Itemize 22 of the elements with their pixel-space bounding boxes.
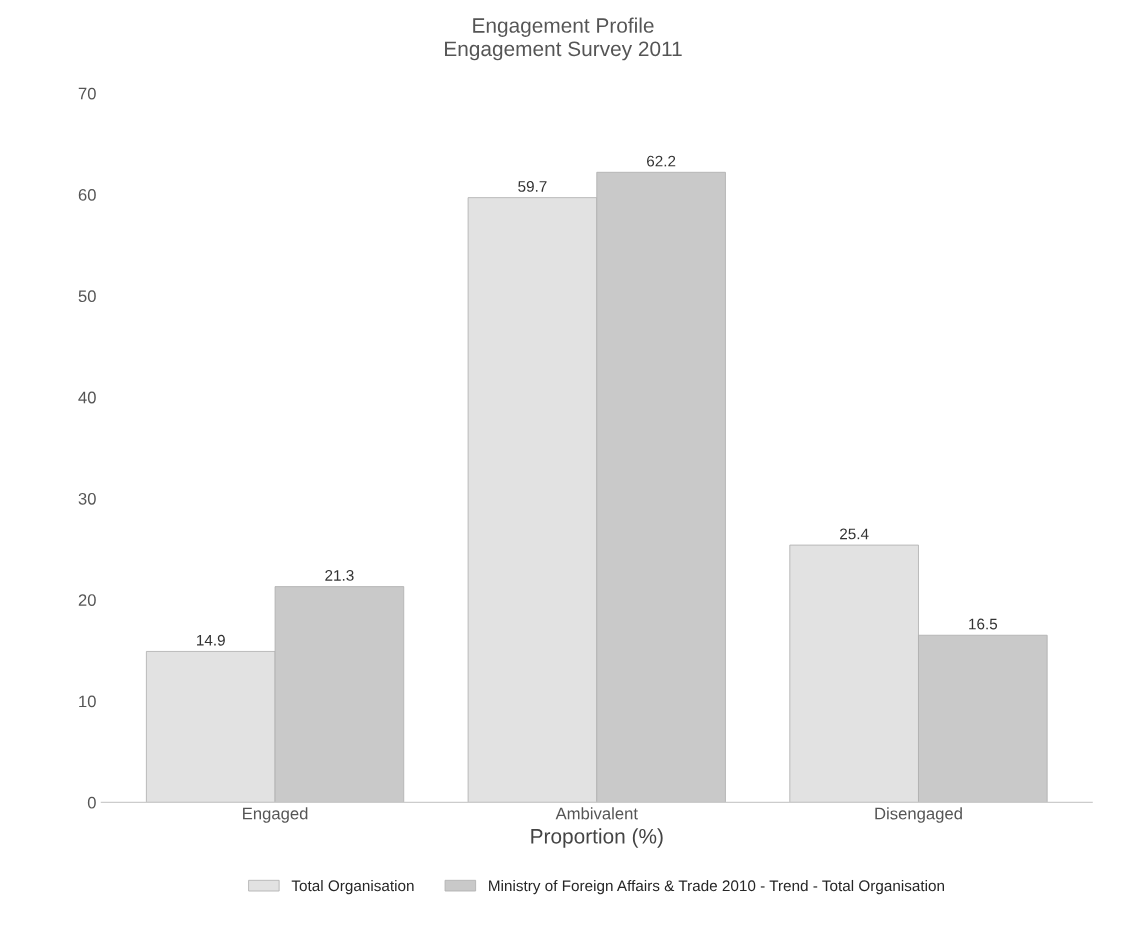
x-axis-title: Proportion (%)	[531, 828, 663, 848]
x-tick-label: Disengaged	[875, 807, 962, 823]
y-tick-label: 50	[78, 290, 96, 303]
y-tick-label: 20	[78, 594, 96, 606]
data-label: 62.2	[647, 155, 676, 167]
y-tick-label: 70	[78, 87, 96, 100]
y-tick-label: 10	[79, 695, 96, 708]
data-label: 16.5	[969, 618, 998, 630]
data-label: 25.4	[840, 528, 869, 540]
legend-label: Total Organisation	[291, 879, 414, 895]
y-tick-label: 0	[87, 796, 96, 809]
data-label: 59.7	[518, 181, 547, 192]
chart-subtitle: Engagement Survey 2011	[445, 41, 682, 61]
data-label: 14.9	[197, 634, 225, 646]
y-tick-label: 30	[78, 492, 96, 505]
data-label: 21.3	[325, 570, 354, 581]
x-tick-label: Ambivalent	[555, 807, 638, 820]
chart-title: Engagement Profile	[473, 17, 654, 37]
legend-label: Ministry of Foreign Affairs & Trade 2010 - Trend - Total Organisation	[489, 879, 944, 895]
y-tick-label: 60	[78, 189, 96, 201]
y-tick-label: 40	[78, 391, 96, 404]
x-tick-label: Engaged	[243, 807, 308, 823]
